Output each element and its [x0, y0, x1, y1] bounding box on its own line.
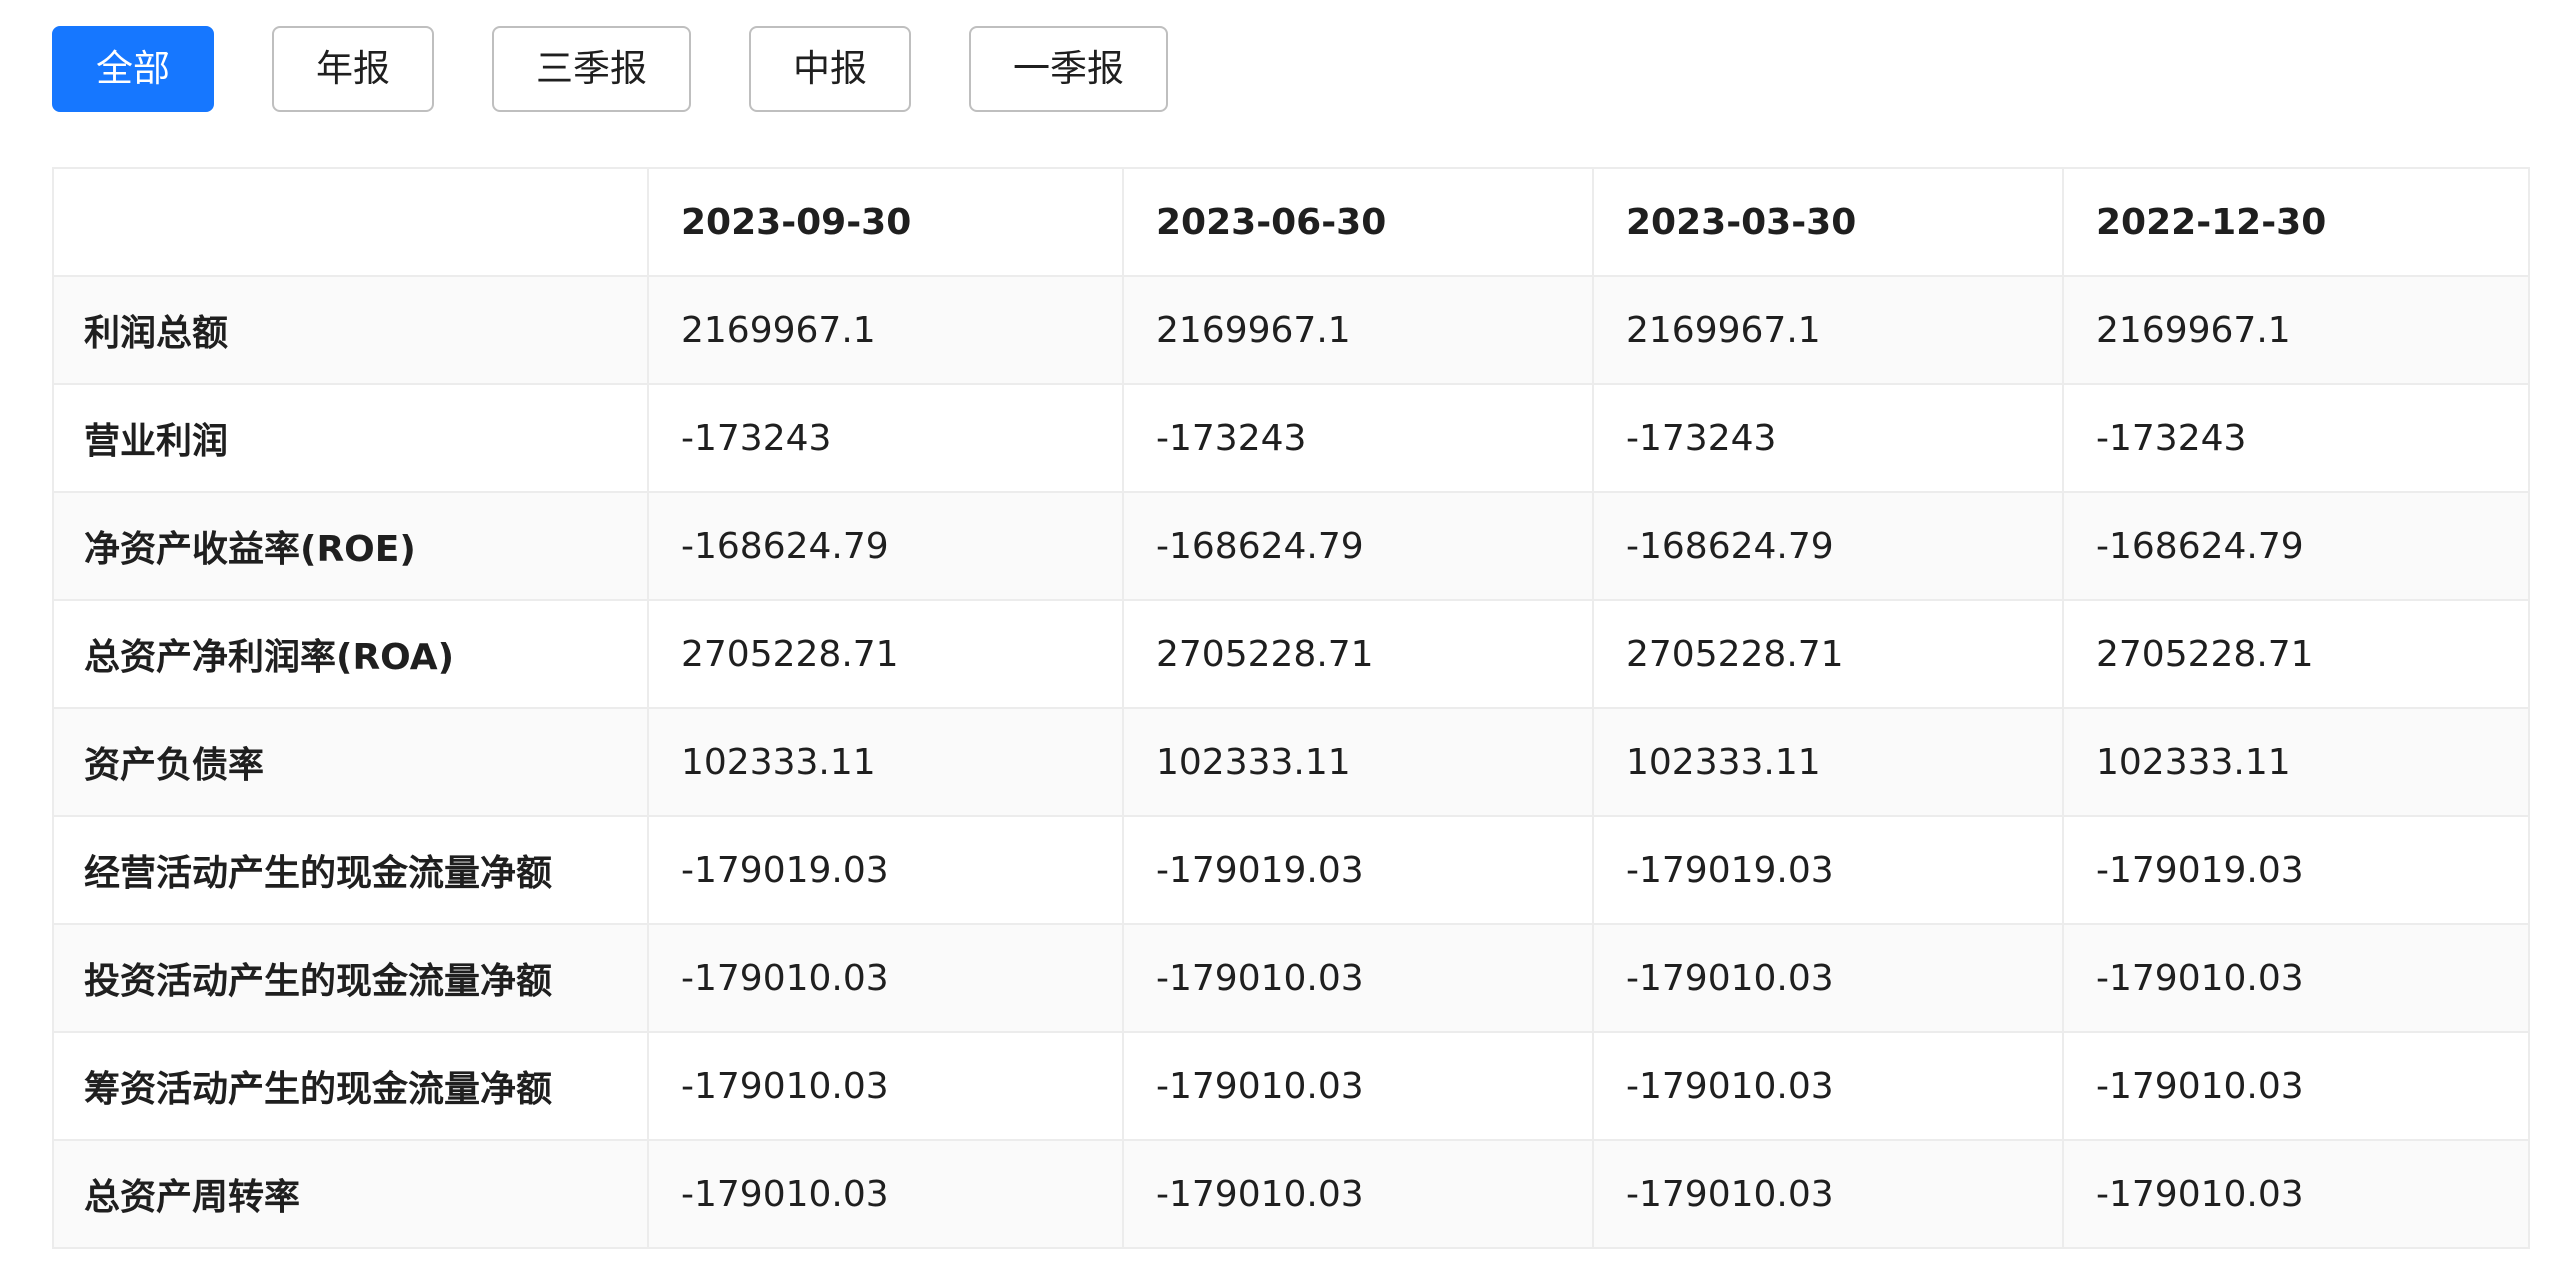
table-row: 资产负债率 102333.11 102333.11 102333.11 1023…: [52, 707, 2530, 817]
corner-cell: [52, 167, 649, 277]
row-label: 利润总额: [52, 275, 649, 385]
table-header: 2023-09-30 2023-06-30 2023-03-30 2022-12…: [52, 167, 2530, 277]
table-cell: 102333.11: [2062, 707, 2530, 817]
column-header: 2023-09-30: [647, 167, 1124, 277]
table-cell: -168624.79: [1122, 491, 1594, 601]
table-cell: -179019.03: [1592, 815, 2064, 925]
table-cell: 2169967.1: [2062, 275, 2530, 385]
table-cell: -179010.03: [647, 923, 1124, 1033]
tab-q3-report[interactable]: 三季报: [492, 26, 691, 112]
table-cell: -179010.03: [1122, 1139, 1594, 1249]
table-header-row: 2023-09-30 2023-06-30 2023-03-30 2022-12…: [52, 167, 2530, 277]
table-cell: -179019.03: [647, 815, 1124, 925]
table-cell: -179010.03: [1122, 1031, 1594, 1141]
table-cell: 2169967.1: [1592, 275, 2064, 385]
table-row: 经营活动产生的现金流量净额 -179019.03 -179019.03 -179…: [52, 815, 2530, 925]
table-cell: -179010.03: [2062, 1139, 2530, 1249]
row-label: 经营活动产生的现金流量净额: [52, 815, 649, 925]
table-cell: 102333.11: [1122, 707, 1594, 817]
table-cell: 102333.11: [1592, 707, 2064, 817]
table-cell: -173243: [2062, 383, 2530, 493]
table-cell: -168624.79: [1592, 491, 2064, 601]
table-cell: 2705228.71: [1592, 599, 2064, 709]
table-cell: -179010.03: [647, 1139, 1124, 1249]
row-label: 筹资活动产生的现金流量净额: [52, 1031, 649, 1141]
row-label: 总资产周转率: [52, 1139, 649, 1249]
tab-q1-report[interactable]: 一季报: [969, 26, 1168, 112]
table-body: 利润总额 2169967.1 2169967.1 2169967.1 21699…: [52, 275, 2530, 1249]
table-row: 投资活动产生的现金流量净额 -179010.03 -179010.03 -179…: [52, 923, 2530, 1033]
tab-all[interactable]: 全部: [52, 26, 214, 112]
table-cell: -179010.03: [2062, 923, 2530, 1033]
table-cell: 2169967.1: [647, 275, 1124, 385]
table-cell: -179010.03: [1592, 923, 2064, 1033]
row-label: 投资活动产生的现金流量净额: [52, 923, 649, 1033]
row-label: 资产负债率: [52, 707, 649, 817]
tab-interim-report[interactable]: 中报: [749, 26, 911, 112]
table-cell: 2705228.71: [1122, 599, 1594, 709]
financial-indicators-table: 2023-09-30 2023-06-30 2023-03-30 2022-12…: [52, 167, 2530, 1249]
column-header: 2022-12-30: [2062, 167, 2530, 277]
table-cell: -179010.03: [2062, 1031, 2530, 1141]
table-cell: 2705228.71: [2062, 599, 2530, 709]
table-cell: -179010.03: [1592, 1031, 2064, 1141]
table-cell: -179019.03: [2062, 815, 2530, 925]
financial-indicators-table-container: 2023-09-30 2023-06-30 2023-03-30 2022-12…: [52, 167, 2530, 1249]
table-cell: 102333.11: [647, 707, 1124, 817]
table-row: 总资产周转率 -179010.03 -179010.03 -179010.03 …: [52, 1139, 2530, 1249]
table-row: 净资产收益率(ROE) -168624.79 -168624.79 -16862…: [52, 491, 2530, 601]
row-label: 营业利润: [52, 383, 649, 493]
column-header: 2023-06-30: [1122, 167, 1594, 277]
table-cell: -179010.03: [647, 1031, 1124, 1141]
table-row: 总资产净利润率(ROA) 2705228.71 2705228.71 27052…: [52, 599, 2530, 709]
table-row: 筹资活动产生的现金流量净额 -179010.03 -179010.03 -179…: [52, 1031, 2530, 1141]
table-cell: -173243: [1592, 383, 2064, 493]
report-type-tabs: 全部 年报 三季报 中报 一季报: [52, 26, 1168, 112]
table-cell: -168624.79: [2062, 491, 2530, 601]
row-label: 净资产收益率(ROE): [52, 491, 649, 601]
table-row: 利润总额 2169967.1 2169967.1 2169967.1 21699…: [52, 275, 2530, 385]
table-cell: -179010.03: [1592, 1139, 2064, 1249]
table-cell: -179019.03: [1122, 815, 1594, 925]
column-header: 2023-03-30: [1592, 167, 2064, 277]
table-cell: -173243: [647, 383, 1124, 493]
table-row: 营业利润 -173243 -173243 -173243 -173243: [52, 383, 2530, 493]
table-cell: -179010.03: [1122, 923, 1594, 1033]
table-cell: -173243: [1122, 383, 1594, 493]
tab-annual-report[interactable]: 年报: [272, 26, 434, 112]
row-label: 总资产净利润率(ROA): [52, 599, 649, 709]
table-cell: -168624.79: [647, 491, 1124, 601]
table-cell: 2169967.1: [1122, 275, 1594, 385]
table-cell: 2705228.71: [647, 599, 1124, 709]
